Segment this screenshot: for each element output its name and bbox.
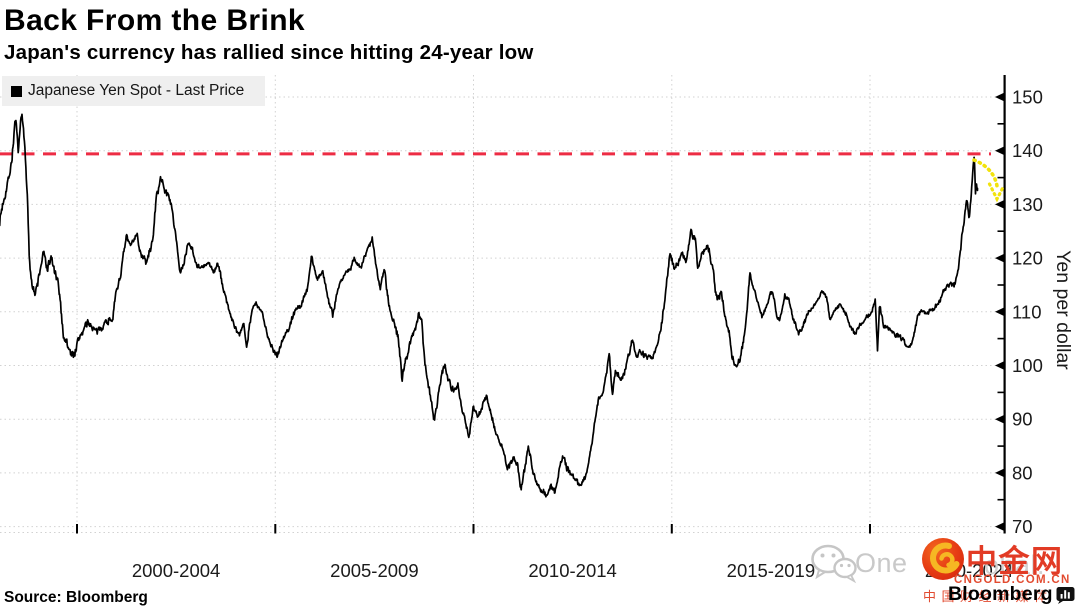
y-minor-tick: [997, 284, 1004, 286]
y-tick-label: 110: [1012, 301, 1042, 322]
cngold-logo-text: 中金网: [966, 544, 1064, 579]
y-minor-tick: [997, 123, 1004, 125]
x-tick: [869, 524, 871, 534]
y-minor-tick: [997, 176, 1004, 179]
y-tick-label: 130: [1012, 194, 1043, 215]
x-tick-label: 2000-2004: [132, 560, 220, 581]
y-tick-label: 140: [1012, 140, 1043, 161]
y-major-tick: [995, 307, 1004, 316]
y-tick-label: 150: [1012, 87, 1043, 108]
y-tick-label: 90: [1012, 409, 1033, 430]
y-minor-tick: [997, 230, 1004, 232]
y-axis-title: Yen per dollar: [1052, 250, 1074, 370]
page-subtitle: Japan's currency has rallied since hitti…: [4, 41, 534, 64]
y-major-tick: [995, 522, 1004, 531]
watermark-text-right: obal.: [984, 550, 1046, 580]
bloomberg-logo: Bloomberg: [948, 583, 1075, 606]
cngold-domain-text: CNGOLD.COM.CN: [954, 574, 1071, 586]
cngold-tagline-text: 中国财经新媒体: [923, 589, 1053, 604]
decline-arrow: [972, 158, 1000, 192]
x-tick: [670, 524, 673, 534]
x-tick-label: 2005-2009: [330, 560, 418, 581]
y-minor-tick: [997, 498, 1004, 501]
page-title: Back From the Brink: [4, 4, 306, 37]
x-tick-label: 2010-2014: [528, 560, 616, 581]
x-tick: [76, 524, 78, 534]
y-minor-tick: [997, 445, 1004, 447]
legend-swatch-icon: [11, 85, 22, 97]
y-tick-label: 80: [1012, 462, 1033, 483]
y-major-tick: [995, 468, 1004, 477]
y-major-tick: [995, 200, 1004, 209]
bloomberg-chart-bubble-icon: [1056, 586, 1075, 604]
y-tick-label: 70: [1012, 516, 1033, 537]
price-line: [0, 113, 979, 498]
y-tick-label: 120: [1012, 248, 1043, 269]
cngold-logo-icon: [922, 538, 964, 580]
source-note: Source: Bloomberg: [4, 589, 148, 606]
y-axis-line: [1003, 75, 1006, 534]
y-major-tick: [995, 93, 1004, 101]
legend: Japanese Yen Spot - Last Price: [2, 76, 265, 106]
y-tick-label: 100: [1012, 355, 1043, 376]
y-minor-tick: [997, 391, 1004, 394]
y-major-tick: [995, 415, 1004, 424]
bloomberg-logo-text: Bloomberg: [948, 583, 1053, 605]
decline-arrow-head: [987, 182, 1006, 203]
legend-label: Japanese Yen Spot - Last Price: [28, 82, 245, 99]
watermark-text-left: One: [855, 548, 908, 578]
x-tick: [472, 524, 475, 534]
y-major-tick: [995, 146, 1004, 155]
wechat-icon: [811, 544, 857, 584]
x-tick-label: 2015-2019: [727, 560, 815, 581]
y-minor-tick: [997, 337, 1004, 340]
y-major-tick: [995, 254, 1004, 263]
y-major-tick: [995, 361, 1004, 370]
x-tick: [274, 524, 277, 534]
